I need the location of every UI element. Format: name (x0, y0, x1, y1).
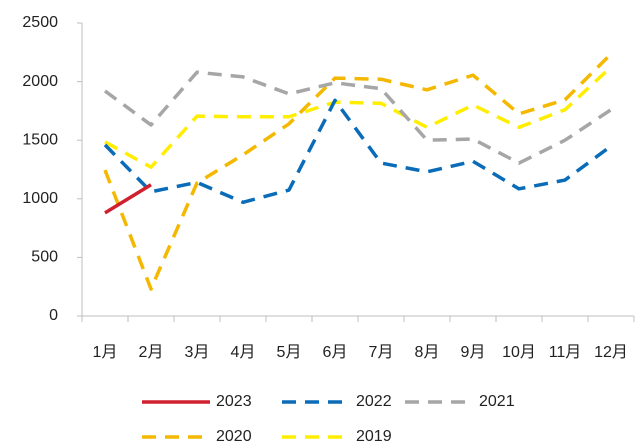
line-series (103, 98, 613, 205)
y-tick-label: 1500 (22, 131, 58, 148)
x-tick-label: 7月 (369, 344, 394, 361)
legend-label: 2021 (479, 393, 515, 410)
line-series (103, 52, 613, 291)
line-series (103, 70, 612, 165)
y-tick-label: 0 (49, 307, 58, 324)
x-tick-label: 12月 (594, 344, 628, 361)
legend-label: 2023 (216, 393, 252, 410)
x-tick-label: 10月 (502, 344, 536, 361)
x-tick-label: 5月 (277, 344, 302, 361)
x-tick-label: 6月 (323, 344, 348, 361)
x-tick-label: 9月 (461, 344, 486, 361)
x-tick-label: 3月 (185, 344, 210, 361)
x-tick-label: 2月 (139, 344, 164, 361)
line-series (104, 183, 152, 215)
line-series (104, 65, 613, 169)
y-tick-label: 2500 (22, 14, 58, 31)
x-tick-label: 1月 (93, 344, 118, 361)
y-tick-label: 1000 (22, 190, 58, 207)
x-tick-label: 11月 (549, 344, 582, 361)
y-tick-label: 500 (31, 249, 58, 266)
x-tick-label: 4月 (231, 344, 256, 361)
y-tick-label: 2000 (22, 73, 58, 90)
legend-label: 2019 (356, 428, 392, 445)
legend-label: 2020 (216, 428, 252, 445)
x-tick-label: 8月 (415, 344, 440, 361)
legend-label: 2022 (356, 393, 392, 410)
